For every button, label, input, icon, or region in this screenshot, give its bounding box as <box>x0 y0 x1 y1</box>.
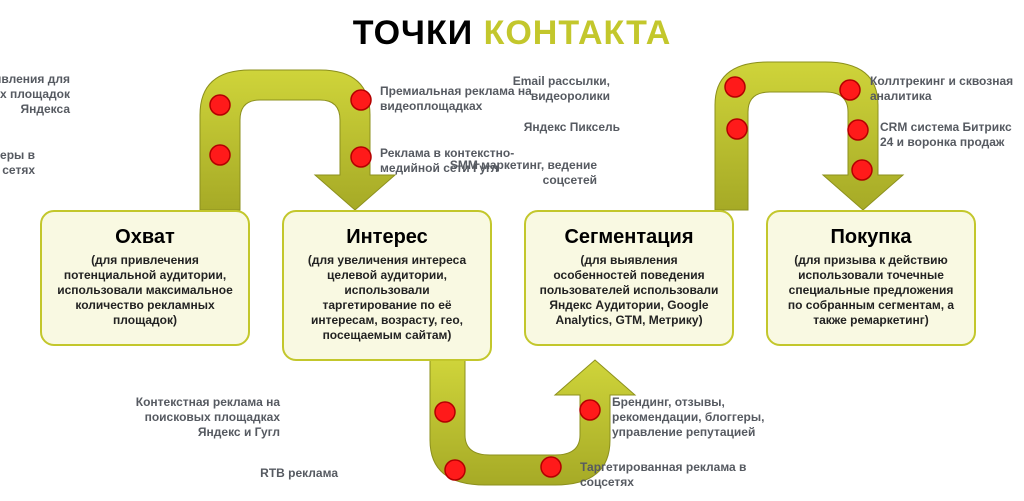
stage-title: Сегментация <box>538 226 720 249</box>
annotation-label: CRM система Битрикс 24 и воронка продаж <box>880 120 1024 150</box>
touchpoint-dot <box>351 90 371 110</box>
annotation-label: SMM маркетинг, ведение соцсетей <box>447 158 597 188</box>
touchpoint-dot <box>210 95 230 115</box>
touchpoint-dot <box>210 145 230 165</box>
touchpoint-dot <box>727 119 747 139</box>
annotation-label: Коллтрекинг и сквозная аналитика <box>870 74 1024 104</box>
diagram-canvas: ТОЧКИ КОНТАКТА Охват (для привлечения пот… <box>0 0 1024 501</box>
arrow-reach-interest <box>200 70 395 210</box>
annotation-label: Видеообъявления для медийных площадок Ян… <box>0 72 70 117</box>
annotation-label: Брендинг, отзывы, рекомендации, блоггеры… <box>612 395 782 440</box>
annotation-label: RTB реклама <box>188 466 338 481</box>
touchpoint-dot <box>848 120 868 140</box>
annotation-label: Графические баннеры в тизерных сетях <box>0 148 35 178</box>
page-title: ТОЧКИ КОНТАКТА <box>0 14 1024 53</box>
stage-desc: (для выявления особенностей поведения по… <box>538 253 720 328</box>
title-part-1: ТОЧКИ <box>353 14 484 52</box>
stage-interest: Интерес (для увеличения интереса целевой … <box>282 210 492 361</box>
stage-title: Покупка <box>780 226 962 249</box>
stage-title: Интерес <box>296 226 478 249</box>
stage-buy: Покупка (для призыва к действию использов… <box>766 210 976 346</box>
stage-title: Охват <box>54 226 236 249</box>
touchpoint-dot <box>840 80 860 100</box>
title-part-2: КОНТАКТА <box>484 14 672 52</box>
annotation-label: Яндекс Пиксель <box>470 120 620 135</box>
touchpoint-dot <box>580 400 600 420</box>
touchpoint-dot <box>541 457 561 477</box>
annotation-label: Таргетированная реклама в соцсетях <box>580 460 750 490</box>
stage-reach: Охват (для привлечения потенциальной ауди… <box>40 210 250 346</box>
touchpoint-dot <box>852 160 872 180</box>
annotation-label: Контекстная реклама на поисковых площадк… <box>130 395 280 440</box>
touchpoint-dot <box>351 147 371 167</box>
touchpoint-dot <box>445 460 465 480</box>
touchpoint-dot <box>725 77 745 97</box>
stage-desc: (для увеличения интереса целевой аудитор… <box>296 253 478 343</box>
stage-segment: Сегментация (для выявления особенностей п… <box>524 210 734 346</box>
stage-desc: (для привлечения потенциальной аудитории… <box>54 253 236 328</box>
stage-desc: (для призыва к действию использовали точ… <box>780 253 962 328</box>
annotation-label: Email рассылки, видеоролики <box>460 74 610 104</box>
touchpoint-dot <box>435 402 455 422</box>
